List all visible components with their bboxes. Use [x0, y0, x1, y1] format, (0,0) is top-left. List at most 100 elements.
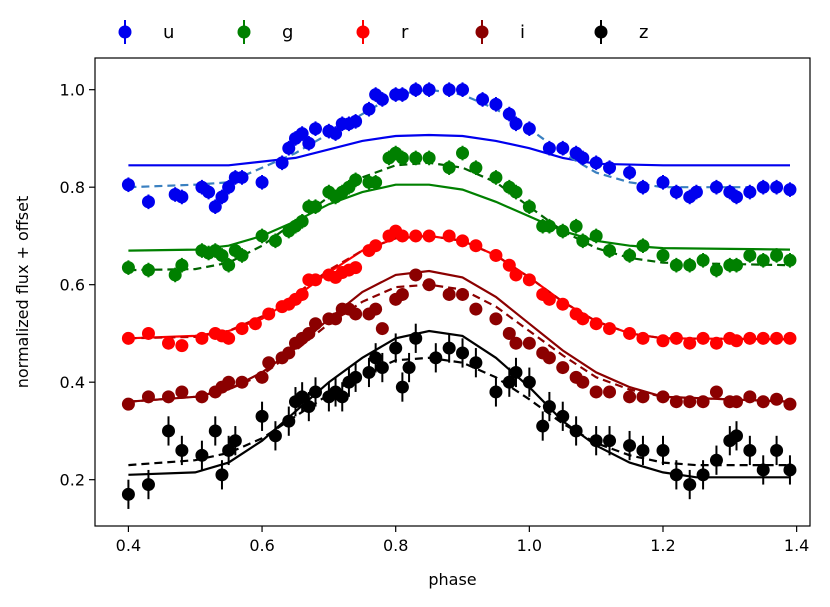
data-point [141, 195, 155, 209]
data-point [362, 102, 376, 116]
data-point [603, 322, 617, 336]
data-point [589, 156, 603, 170]
model-dashed-line [128, 88, 790, 189]
data-point [282, 141, 296, 155]
data-point [389, 341, 403, 355]
data-point [636, 180, 650, 194]
data-point [302, 400, 316, 414]
data-point [522, 200, 536, 214]
data-point [422, 278, 436, 292]
model-solid-line [128, 329, 790, 479]
legend-label: r [401, 22, 409, 43]
data-point [636, 390, 650, 404]
data-point [623, 439, 637, 453]
data-point [623, 390, 637, 404]
data-point [422, 229, 436, 243]
data-point [669, 468, 683, 482]
data-point [576, 234, 590, 248]
data-point [409, 331, 423, 345]
data-point [409, 83, 423, 97]
model-solid-line [128, 234, 791, 341]
data-point [409, 229, 423, 243]
model-solid-line [128, 269, 791, 403]
data-point [770, 248, 784, 262]
data-point [395, 287, 409, 301]
data-point [369, 302, 383, 316]
data-point [349, 370, 363, 384]
data-point [636, 443, 650, 457]
data-point [603, 161, 617, 175]
data-point [262, 356, 276, 370]
data-point [522, 273, 536, 287]
data-point [502, 375, 516, 389]
data-point [756, 395, 770, 409]
data-point [141, 478, 155, 492]
data-point [589, 434, 603, 448]
data-point [202, 185, 216, 199]
data-point [141, 326, 155, 340]
legend-item-i: i [475, 20, 525, 44]
data-point [222, 180, 236, 194]
data-point [121, 487, 135, 501]
data-point [395, 380, 409, 394]
series-g [121, 145, 797, 283]
data-point [255, 409, 269, 423]
data-point [309, 122, 323, 136]
data-point [235, 322, 249, 336]
data-point [743, 390, 757, 404]
data-point [222, 258, 236, 272]
data-point [542, 351, 556, 365]
data-point [542, 219, 556, 233]
data-point [556, 297, 570, 311]
data-point [783, 253, 797, 267]
data-point [456, 83, 470, 97]
data-point [175, 258, 189, 272]
data-point [309, 273, 323, 287]
data-point [669, 395, 683, 409]
data-point [329, 127, 343, 141]
data-point [295, 127, 309, 141]
legend-item-g: g [237, 20, 293, 44]
data-point [422, 151, 436, 165]
plot-area [121, 82, 797, 509]
data-point [756, 180, 770, 194]
data-point [669, 331, 683, 345]
data-point [295, 287, 309, 301]
data-point [696, 395, 710, 409]
plot-frame [94, 57, 811, 527]
data-point [395, 88, 409, 102]
data-point [215, 190, 229, 204]
data-point [208, 424, 222, 438]
y-tick-label: 0.4 [60, 373, 85, 392]
data-point [589, 317, 603, 331]
data-point [442, 287, 456, 301]
data-point [603, 244, 617, 258]
data-point [262, 307, 276, 321]
data-point [576, 375, 590, 389]
data-point [502, 258, 516, 272]
model-dashed-line [128, 234, 791, 341]
x-axis: 0.4 0.6 0.8 1.0 1.2 1.4 [116, 526, 809, 555]
data-point [729, 334, 743, 348]
data-point [195, 390, 209, 404]
data-point [709, 453, 723, 467]
data-point [743, 248, 757, 262]
data-point [656, 334, 670, 348]
x-tick-label: 0.8 [383, 536, 408, 555]
data-point [589, 385, 603, 399]
x-tick-label: 1.2 [650, 536, 675, 555]
data-point [509, 268, 523, 282]
data-point [576, 151, 590, 165]
data-point [696, 331, 710, 345]
data-point [542, 292, 556, 306]
data-point [402, 361, 416, 375]
data-point [442, 341, 456, 355]
data-point [162, 390, 176, 404]
data-point [569, 219, 583, 233]
data-point [669, 185, 683, 199]
data-point [623, 166, 637, 180]
series-z [121, 323, 797, 509]
data-point [756, 463, 770, 477]
data-point [349, 261, 363, 275]
